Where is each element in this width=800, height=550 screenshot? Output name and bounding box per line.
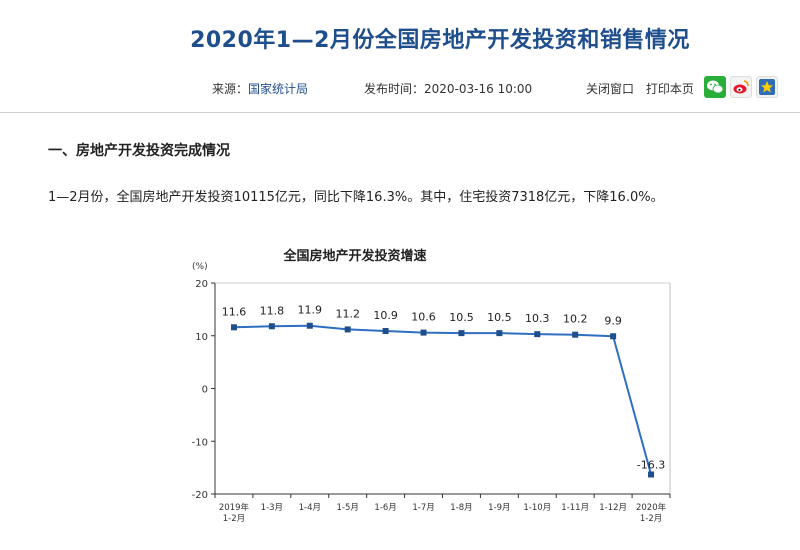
series-line	[233, 324, 653, 475]
data-point	[268, 323, 275, 330]
data-point	[382, 328, 389, 335]
source-info: 来源：国家统计局	[212, 80, 308, 97]
x-tick-label-line: 1-5月	[337, 503, 359, 513]
y-tick-label: 10	[195, 332, 208, 343]
data-point	[458, 330, 465, 337]
x-tick-label: 2020年 1-2月	[636, 502, 667, 524]
x-tick-label: 1-8月	[450, 503, 472, 513]
wechat-icon[interactable]	[704, 76, 726, 98]
y-tick-label: -10	[192, 437, 208, 448]
page-title: 2020年1—2月份全国房地产开发投资和销售情况	[190, 28, 690, 53]
x-tick-label: 1-5月	[337, 503, 359, 513]
data-label: 11.6	[222, 305, 247, 318]
favorite-star-icon[interactable]	[756, 76, 778, 98]
x-tick-label: 1-11月	[561, 503, 589, 513]
x-tick-label-line: 1-2月	[223, 514, 245, 524]
data-point	[496, 330, 503, 337]
data-label: 11.8	[260, 304, 285, 317]
section-heading: 一、房地产开发投资完成情况	[48, 143, 230, 159]
data-label: 10.3	[525, 312, 550, 325]
x-tick-label-line: 1-7月	[412, 503, 434, 513]
body-paragraph: 1—2月份，全国房地产开发投资10115亿元，同比下降16.3%。其中，住宅投资…	[48, 190, 664, 205]
data-point	[534, 331, 541, 338]
data-point	[572, 331, 579, 338]
data-label: 11.9	[298, 304, 323, 317]
x-tick-label-line: 1-11月	[561, 503, 589, 513]
print-page-link[interactable]: 打印本页	[645, 82, 694, 96]
x-tick-label-line: 1-3月	[261, 503, 283, 513]
data-label: 10.5	[487, 311, 512, 324]
x-tick-label: 1-3月	[261, 503, 283, 513]
x-tick-label-line: 2020年	[636, 502, 667, 513]
divider	[0, 112, 800, 113]
publish-time: 发布时间：2020-03-16 10:00	[364, 80, 532, 97]
x-tick-label-line: 1-6月	[374, 503, 396, 513]
data-label: 9.9	[604, 314, 622, 327]
data-label: 10.5	[449, 311, 474, 324]
y-tick-label: 0	[202, 385, 208, 396]
source-label: 来源：	[212, 82, 249, 96]
weibo-icon[interactable]	[730, 76, 752, 98]
x-tick-label-line: 1-8月	[450, 503, 472, 513]
source-link[interactable]: 国家统计局	[248, 82, 309, 96]
data-label: 10.2	[563, 313, 588, 326]
x-tick-label-line: 1-12月	[599, 503, 627, 513]
x-tick-label: 1-12月	[599, 503, 627, 513]
data-point	[648, 471, 655, 478]
x-tick-label-line: 1-2月	[640, 514, 662, 524]
y-tick-label: -20	[192, 490, 208, 501]
data-point	[610, 333, 617, 340]
data-label: 10.9	[373, 309, 398, 322]
x-tick-label-line: 1-9月	[488, 503, 510, 513]
data-point	[420, 329, 427, 336]
data-label: -16.3	[637, 458, 665, 471]
share-icons	[704, 76, 778, 98]
data-point	[344, 326, 351, 333]
y-axis-unit: (%)	[192, 262, 208, 272]
data-label: 11.2	[335, 307, 360, 320]
page-actions: 关闭窗口 打印本页	[586, 80, 702, 97]
data-label: 10.6	[411, 311, 436, 324]
data-point	[230, 324, 237, 331]
y-tick-label: 20	[195, 279, 208, 290]
x-tick-label: 1-6月	[374, 503, 396, 513]
x-tick-label-line: 1-10月	[523, 503, 551, 513]
x-tick-label: 1-7月	[412, 503, 434, 513]
x-tick-label: 1-9月	[488, 503, 510, 513]
x-tick-label: 1-4月	[299, 503, 321, 513]
time-value: 2020-03-16 10:00	[424, 82, 533, 96]
x-tick-label-line: 1-4月	[299, 503, 321, 513]
close-window-link[interactable]: 关闭窗口	[586, 82, 635, 96]
x-tick-label: 2019年 1-2月	[219, 502, 250, 524]
data-point	[306, 322, 313, 329]
x-tick-label-line: 2019年	[219, 502, 250, 513]
time-label: 发布时间：	[364, 82, 425, 96]
x-tick-label: 1-10月	[523, 503, 551, 513]
chart-title: 全国房地产开发投资增速	[282, 248, 426, 264]
